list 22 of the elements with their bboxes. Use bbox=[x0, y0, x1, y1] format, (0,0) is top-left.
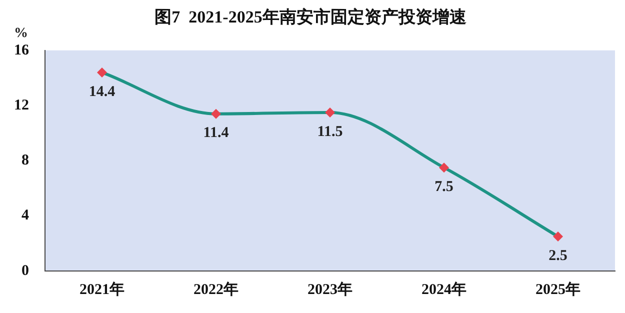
data-label: 7.5 bbox=[434, 178, 454, 195]
y-tick-label: 4 bbox=[22, 208, 30, 224]
y-tick-label: 12 bbox=[14, 97, 29, 114]
point bbox=[439, 162, 449, 173]
x-tick-label: 2025年 bbox=[536, 280, 580, 298]
point bbox=[325, 107, 335, 118]
point bbox=[211, 108, 221, 119]
data-label: 11.4 bbox=[203, 125, 230, 142]
data-label: 11.5 bbox=[317, 124, 343, 140]
y-axis-title: % bbox=[14, 26, 28, 42]
point bbox=[97, 67, 107, 78]
y-tick-label: 16 bbox=[14, 42, 30, 58]
y-tick-label: 8 bbox=[22, 152, 29, 169]
x-tick-label: 2021年 bbox=[80, 280, 124, 298]
x-tick-label: 2024年 bbox=[422, 280, 466, 298]
data-label: 14.4 bbox=[88, 84, 116, 100]
x-tick-label: 2023年 bbox=[308, 280, 352, 298]
x-tick-label: 2022年 bbox=[194, 280, 238, 298]
data-label: 2.5 bbox=[548, 248, 568, 264]
chart-title: 图7 2021-2025年南安市固定资产投资增速 bbox=[154, 8, 466, 27]
point bbox=[553, 232, 563, 242]
y-tick-label: 0 bbox=[22, 262, 29, 279]
